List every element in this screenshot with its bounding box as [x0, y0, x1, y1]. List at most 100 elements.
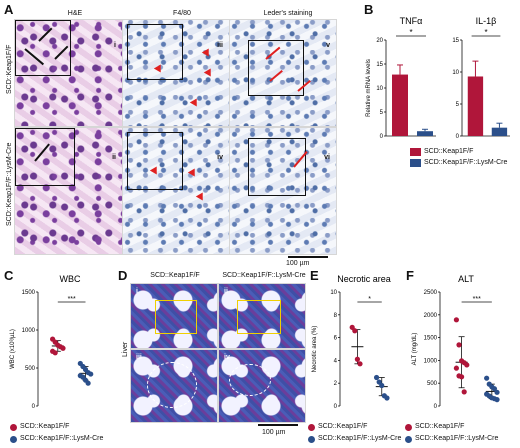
- legend-label-keap1: SCD::Keap1F/F: [424, 148, 474, 155]
- y-tick-label: 2500: [424, 290, 438, 296]
- inset-box: [248, 138, 306, 196]
- inset-box: [248, 40, 304, 96]
- col-header-f480: F4/80: [173, 10, 191, 17]
- legend-dot-f-keap1-lysm: [405, 436, 412, 443]
- necrotic-outline: [229, 364, 271, 396]
- scale-bar: [288, 256, 328, 258]
- y-tick-label: 10: [376, 86, 383, 92]
- y-tick-label: 0: [334, 404, 338, 410]
- y-tick-label: 1500: [22, 290, 36, 296]
- y-axis-label: Necrotic area (%): [312, 326, 318, 373]
- bar: [491, 127, 508, 136]
- data-point: [491, 386, 498, 392]
- scale-bar: [258, 424, 298, 426]
- y-tick-label: 8: [334, 313, 338, 319]
- legend-dot-e-keap1-lysm: [308, 436, 315, 443]
- panel-label-a: A: [4, 2, 14, 17]
- y-tick-label: 4: [334, 358, 338, 364]
- chart-tnfa: TNFα 0 5 10 15 20 Relative mRNA levels *: [366, 16, 436, 140]
- legend-dot-c-keap1: [10, 424, 17, 431]
- panel-label-d: D: [118, 268, 128, 283]
- bar: [417, 131, 433, 136]
- y-tick-label: 0: [456, 134, 460, 140]
- significance-label: *: [409, 28, 412, 37]
- bar: [392, 74, 408, 136]
- legend-label-keap1-lysm: SCD::Keap1F/F::LysM-Cre: [424, 159, 508, 166]
- y-tick-label: 0: [380, 134, 384, 140]
- data-point: [354, 356, 360, 362]
- chart-il1b: IL-1β 0 5 10 15 *: [452, 16, 510, 140]
- data-point: [494, 397, 500, 403]
- data-point: [453, 365, 459, 371]
- significance-label: *: [484, 28, 487, 37]
- micrograph-he-i: i: [14, 19, 123, 127]
- data-point: [494, 389, 500, 395]
- chart-wbc: WBC 0 500 1000 1500 WBC (x10³/µL) ***: [10, 274, 94, 410]
- y-tick-label: 0: [32, 404, 36, 410]
- necrotic-outline: [147, 362, 197, 408]
- data-point: [459, 374, 465, 380]
- tile-numeral: i: [114, 42, 116, 49]
- legend-dot-c-keap1-lysm: [10, 436, 17, 443]
- tile-numeral: vi: [324, 154, 330, 161]
- chart-title: TNFα: [400, 16, 423, 26]
- data-point: [85, 380, 91, 386]
- legend-c-label-keap1-lysm: SCD::Keap1F/F::LysM-Cre: [20, 435, 104, 442]
- y-tick-label: 10: [330, 290, 337, 296]
- significance-label: ***: [473, 296, 481, 303]
- panel-label-f: F: [406, 268, 414, 283]
- y-tick-label: 1500: [424, 336, 438, 342]
- y-tick-label: 2000: [424, 313, 438, 319]
- data-point: [357, 361, 363, 367]
- legend-e-label-keap1-lysm: SCD::Keap1F/F::LysM-Cre: [318, 435, 402, 442]
- legend-dot-e-keap1: [308, 424, 315, 431]
- d-col-header-keap1: SCD::Keap1F/F: [150, 272, 200, 279]
- inset-box: [15, 20, 71, 76]
- chart-title: IL-1β: [476, 16, 497, 26]
- micrograph-leder-v: v: [229, 19, 337, 127]
- significance-label: ***: [68, 296, 76, 303]
- y-axis-label: WBC (x10³/µL): [10, 329, 16, 369]
- data-point: [484, 375, 490, 381]
- data-point: [352, 328, 358, 334]
- y-tick-label: 20: [376, 38, 383, 44]
- y-tick-label: 500: [427, 381, 438, 387]
- legend-e-label-keap1: SCD::Keap1F/F: [318, 423, 368, 430]
- tile-numeral: ii: [112, 154, 116, 161]
- tile-numeral: iii: [136, 354, 142, 361]
- y-tick-label: 1000: [22, 328, 36, 334]
- y-tick-label: 5: [380, 110, 384, 116]
- tile-numeral: v: [326, 42, 330, 49]
- col-header-leder: Leder's staining: [263, 10, 313, 17]
- legend-swatch-keap1: [410, 148, 421, 156]
- significance-label: *: [368, 296, 371, 303]
- micrograph-he-ii: ii: [14, 127, 123, 255]
- legend-f-label-keap1: SCD::Keap1F/F: [415, 423, 465, 430]
- y-tick-label: 10: [452, 70, 459, 76]
- data-point: [52, 350, 58, 356]
- y-axis-label: Relative mRNA levels: [366, 59, 372, 117]
- data-point: [373, 374, 380, 381]
- panel-label-c: C: [4, 268, 14, 283]
- legend-swatch-keap1-lysm: [410, 159, 421, 167]
- d-side-label-liver: Liver: [122, 341, 129, 357]
- inset-box: [15, 128, 75, 186]
- data-point: [464, 362, 470, 368]
- y-tick-label: 2: [334, 381, 338, 387]
- arrowhead-marker: [189, 98, 201, 109]
- arrowhead-marker: [201, 48, 213, 59]
- chart-title: ALT: [458, 274, 474, 284]
- chart-title: Necrotic area: [337, 274, 391, 284]
- inset-box: [127, 132, 183, 190]
- data-point: [88, 371, 94, 377]
- scale-label-d: 100 µm: [262, 429, 286, 436]
- y-tick-label: 5: [456, 102, 460, 108]
- row-label-keap1-lysm: SCD::Keap1F/F::LysM-Cre: [6, 142, 13, 226]
- legend-f-label-keap1-lysm: SCD::Keap1F/F::LysM-Cre: [415, 435, 499, 442]
- micrograph-leder-vi: vi: [229, 127, 337, 255]
- arrowhead-marker: [187, 168, 199, 179]
- row-label-keap1: SCD::Keap1F/F: [6, 44, 13, 94]
- y-tick-label: 15: [452, 38, 459, 44]
- y-tick-label: 6: [334, 336, 338, 342]
- y-axis-label: ALT (mg/dL): [412, 333, 418, 366]
